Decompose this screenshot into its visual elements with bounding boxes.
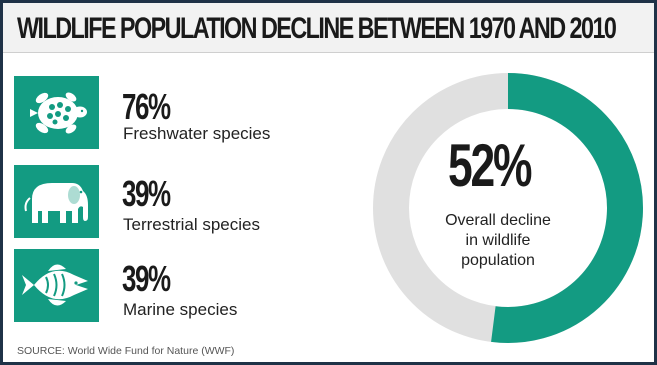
overall-label: Overall decline in wildlife population <box>423 211 573 271</box>
donut-decline-slice <box>491 73 643 343</box>
turtle-icon-box <box>14 76 99 149</box>
overall-value: 52% <box>448 132 532 199</box>
elephant-icon <box>24 183 88 223</box>
infographic-card: WILDLIFE POPULATION DECLINE BETWEEN 1970… <box>3 3 654 362</box>
marine-value: 39% <box>122 258 171 299</box>
turtle-icon <box>30 92 87 134</box>
freshwater-label: Freshwater species <box>123 124 271 143</box>
overall-donut-chart <box>373 73 643 343</box>
title-bar: WILDLIFE POPULATION DECLINE BETWEEN 1970… <box>3 3 654 53</box>
fish-icon <box>22 264 88 306</box>
page-title: WILDLIFE POPULATION DECLINE BETWEEN 1970… <box>17 12 617 45</box>
overall-label-line-3: population <box>461 252 535 269</box>
freshwater-value: 76% <box>122 86 171 127</box>
source-note: SOURCE: World Wide Fund for Nature (WWF) <box>17 345 235 357</box>
terrestrial-label: Terrestrial species <box>123 215 260 234</box>
terrestrial-value: 39% <box>122 173 171 214</box>
overall-label-line-2: in wildlife <box>465 232 531 249</box>
marine-label: Marine species <box>123 300 238 319</box>
fish-icon-box <box>14 249 99 322</box>
overall-label-line-1: Overall decline <box>445 212 551 229</box>
elephant-icon-box <box>14 165 99 238</box>
